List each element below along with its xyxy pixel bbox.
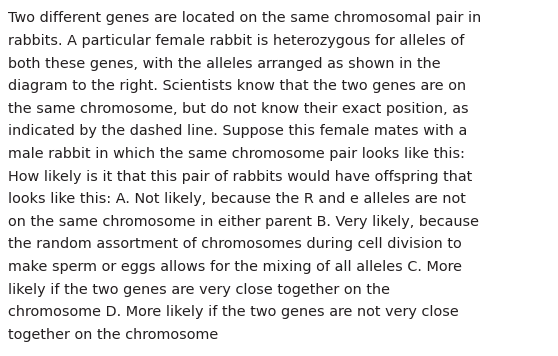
Text: the same chromosome, but do not know their exact position, as: the same chromosome, but do not know the… (8, 102, 468, 116)
Text: Two different genes are located on the same chromosomal pair in: Two different genes are located on the s… (8, 11, 481, 25)
Text: indicated by the dashed line. Suppose this female mates with a: indicated by the dashed line. Suppose th… (8, 125, 467, 138)
Text: the random assortment of chromosomes during cell division to: the random assortment of chromosomes dur… (8, 237, 461, 251)
Text: rabbits. A particular female rabbit is heterozygous for alleles of: rabbits. A particular female rabbit is h… (8, 34, 464, 48)
Text: male rabbit in which the same chromosome pair looks like this:: male rabbit in which the same chromosome… (8, 147, 465, 161)
Text: How likely is it that this pair of rabbits would have offspring that: How likely is it that this pair of rabbi… (8, 170, 472, 184)
Text: diagram to the right. Scientists know that the two genes are on: diagram to the right. Scientists know th… (8, 79, 466, 93)
Text: both these genes, with the alleles arranged as shown in the: both these genes, with the alleles arran… (8, 57, 440, 70)
Text: together on the chromosome: together on the chromosome (8, 328, 218, 342)
Text: looks like this: A. Not likely, because the R and e alleles are not: looks like this: A. Not likely, because … (8, 192, 466, 206)
Text: make sperm or eggs allows for the mixing of all alleles C. More: make sperm or eggs allows for the mixing… (8, 260, 462, 274)
Text: on the same chromosome in either parent B. Very likely, because: on the same chromosome in either parent … (8, 215, 479, 229)
Text: likely if the two genes are very close together on the: likely if the two genes are very close t… (8, 283, 390, 297)
Text: chromosome D. More likely if the two genes are not very close: chromosome D. More likely if the two gen… (8, 305, 459, 319)
